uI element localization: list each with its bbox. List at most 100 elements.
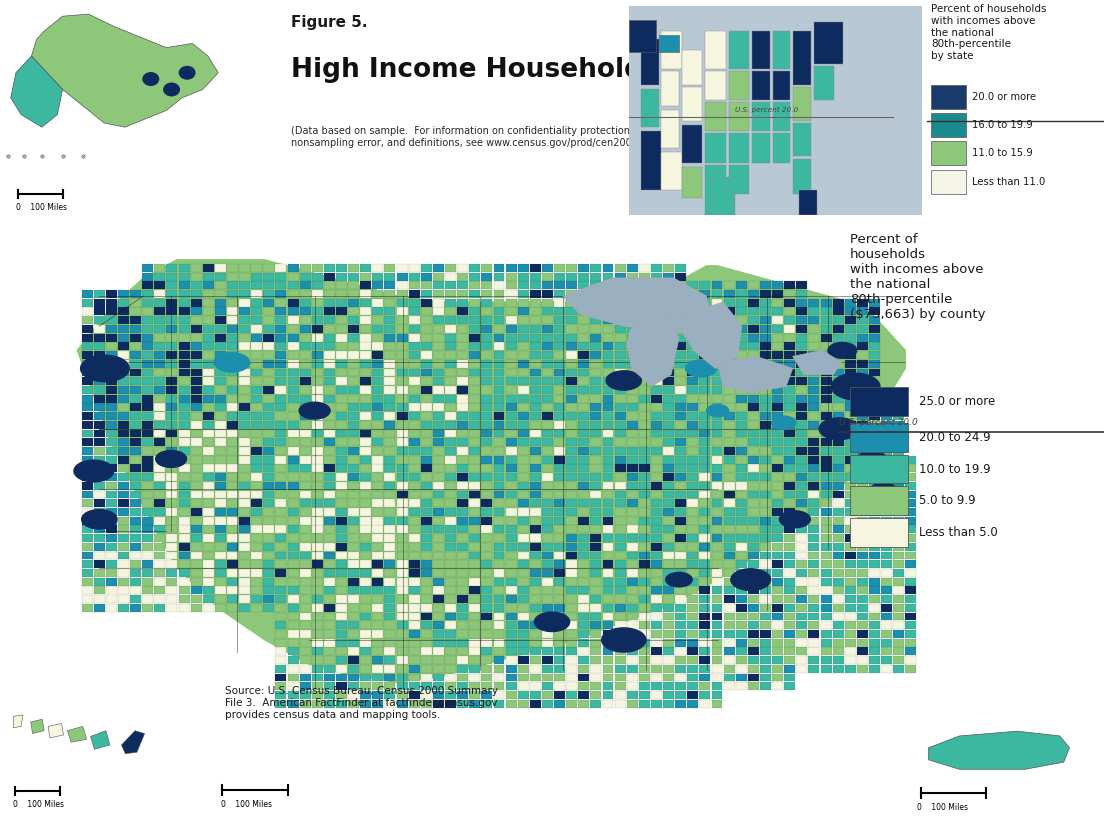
Bar xyxy=(82,342,93,351)
Bar xyxy=(457,395,468,402)
Bar xyxy=(348,656,359,664)
Polygon shape xyxy=(13,715,23,727)
Bar xyxy=(603,534,614,542)
Bar xyxy=(542,369,553,376)
Bar xyxy=(578,508,590,516)
Bar xyxy=(94,386,105,394)
Bar xyxy=(384,552,395,559)
Bar xyxy=(651,552,662,559)
Bar xyxy=(142,534,153,542)
Bar xyxy=(493,429,505,438)
Bar xyxy=(323,586,335,594)
Bar xyxy=(215,395,226,402)
Bar xyxy=(252,369,263,376)
Bar xyxy=(627,369,638,376)
Bar xyxy=(276,604,286,612)
Bar xyxy=(240,552,251,559)
Bar xyxy=(506,273,517,281)
Bar xyxy=(905,648,916,655)
Bar xyxy=(457,516,468,525)
Bar xyxy=(299,630,310,638)
Bar xyxy=(106,403,117,411)
Circle shape xyxy=(772,416,796,429)
Bar xyxy=(639,508,650,516)
Bar xyxy=(664,351,675,359)
Bar xyxy=(264,325,275,333)
Bar xyxy=(820,586,831,594)
Bar xyxy=(360,386,371,394)
Bar xyxy=(179,569,190,577)
Bar xyxy=(664,308,675,315)
Bar xyxy=(688,560,698,568)
Bar xyxy=(723,447,734,455)
Bar xyxy=(372,691,383,699)
Bar xyxy=(360,421,371,429)
Bar xyxy=(288,438,298,446)
Bar xyxy=(215,482,226,489)
Bar xyxy=(905,543,916,551)
Bar xyxy=(747,377,758,385)
Bar xyxy=(130,290,141,298)
Bar xyxy=(603,412,614,420)
Bar xyxy=(506,290,517,298)
Bar xyxy=(651,465,662,472)
Bar xyxy=(360,351,371,359)
Bar xyxy=(167,465,178,472)
Bar xyxy=(276,360,286,368)
Bar xyxy=(747,534,758,542)
Bar xyxy=(518,578,529,585)
Bar xyxy=(493,290,505,298)
Bar xyxy=(348,569,359,577)
Bar xyxy=(639,552,650,559)
Bar xyxy=(676,525,687,534)
Bar xyxy=(118,403,129,411)
Bar xyxy=(832,456,843,464)
Bar xyxy=(336,621,347,629)
Bar xyxy=(627,264,638,272)
Bar xyxy=(323,421,335,429)
Bar xyxy=(881,447,892,455)
Bar xyxy=(94,308,105,315)
Bar xyxy=(323,560,335,568)
Bar xyxy=(627,316,638,324)
Bar xyxy=(348,377,359,385)
Bar xyxy=(615,665,626,672)
Bar xyxy=(167,316,178,324)
Bar xyxy=(130,499,141,507)
Bar xyxy=(264,412,275,420)
Bar xyxy=(820,369,831,376)
Bar xyxy=(845,386,856,394)
Bar xyxy=(857,351,868,359)
Bar xyxy=(227,386,238,394)
Bar xyxy=(421,569,432,577)
Bar xyxy=(651,543,662,551)
Bar xyxy=(215,499,226,507)
Bar xyxy=(469,308,480,315)
Bar xyxy=(676,639,687,647)
Bar xyxy=(772,682,783,690)
Bar xyxy=(518,412,529,420)
Bar xyxy=(700,282,710,289)
Bar xyxy=(130,490,141,498)
Bar xyxy=(664,595,675,603)
Bar xyxy=(240,342,251,351)
Bar xyxy=(481,508,492,516)
Bar xyxy=(360,325,371,333)
Bar xyxy=(639,421,650,429)
Bar xyxy=(566,325,577,333)
Bar xyxy=(820,490,831,498)
Bar xyxy=(457,543,468,551)
Bar xyxy=(857,482,868,489)
Bar xyxy=(396,429,407,438)
Text: Source: U.S. Census Bureau, Census 2000 Summary
File 3.  American FactFinder at : Source: U.S. Census Bureau, Census 2000 … xyxy=(225,686,498,719)
Bar xyxy=(820,525,831,534)
Bar xyxy=(518,403,529,411)
Bar xyxy=(796,412,807,420)
Bar xyxy=(700,316,710,324)
Bar xyxy=(747,395,758,402)
Bar xyxy=(820,395,831,402)
Bar xyxy=(240,386,251,394)
Bar xyxy=(240,421,251,429)
Bar xyxy=(893,578,904,585)
Bar xyxy=(723,525,734,534)
